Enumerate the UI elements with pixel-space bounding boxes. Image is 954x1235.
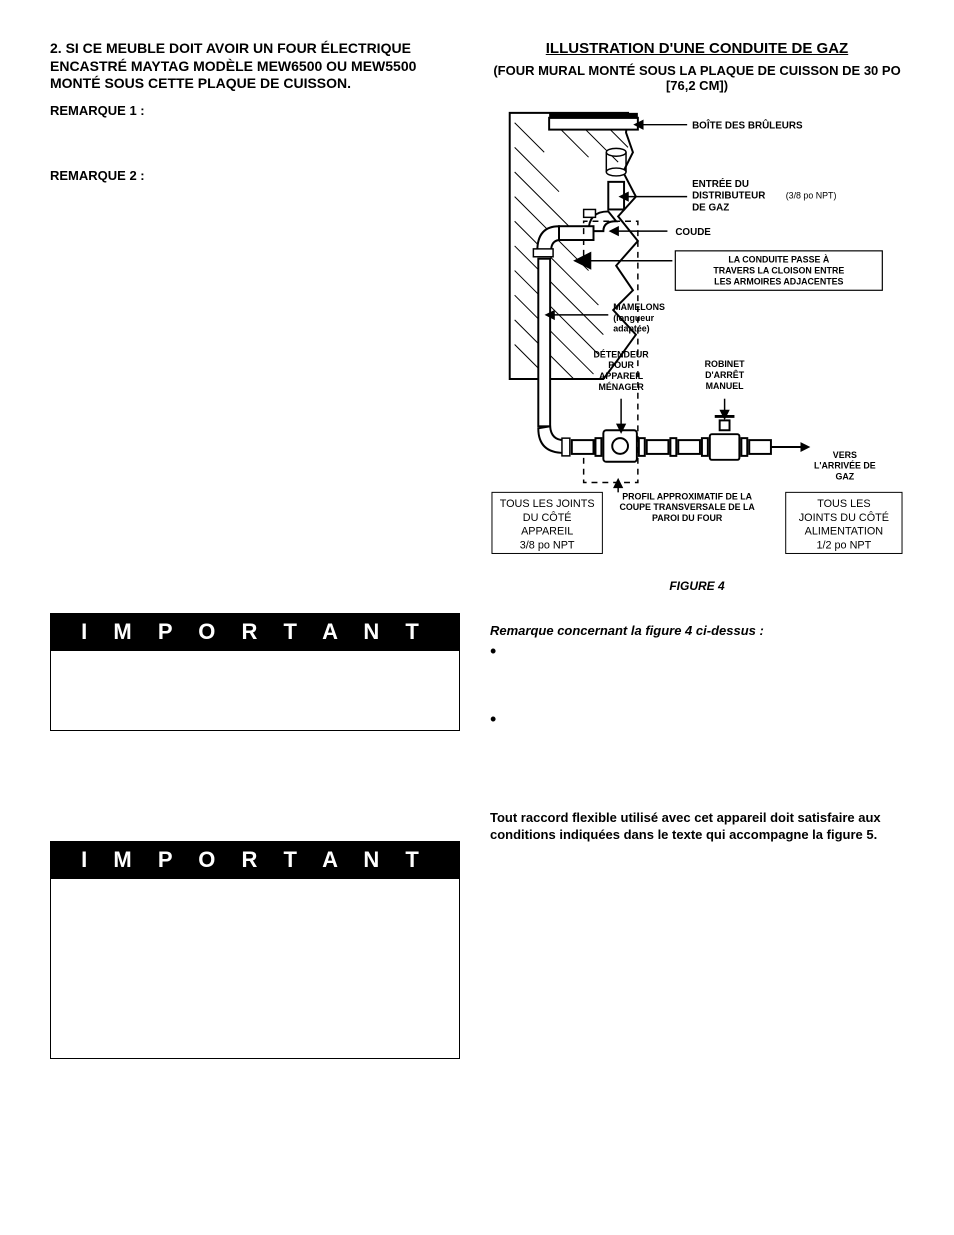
lbl-boxl1: TOUS LES JOINTS: [500, 498, 595, 510]
remarque-2-label: REMARQUE 2 :: [50, 168, 460, 183]
lbl-coude: COUDE: [675, 227, 711, 238]
left-column: 2. SI CE MEUBLE DOIT AVOIR UN FOUR ÉLECT…: [50, 40, 460, 1059]
right-column: ILLUSTRATION D'UNE CONDUITE DE GAZ (FOUR…: [490, 40, 904, 1059]
remarque-1-label: REMARQUE 1 :: [50, 103, 460, 118]
important-body-1: [50, 651, 460, 731]
figure-4-diagram: BOÎTE DES BRÛLEURS ENTRÉE DU DISTRIBUTEU…: [490, 103, 904, 571]
lbl-mamelons3: adaptée): [613, 324, 649, 334]
lbl-profil3: PAROI DU FOUR: [652, 513, 723, 523]
bullet-1: •: [490, 642, 904, 702]
spacer: [50, 233, 460, 553]
important-header-2: I M P O R T A N T: [50, 841, 460, 879]
lbl-detendeur1: DÉTENDEUR: [594, 349, 650, 359]
page: 2. SI CE MEUBLE DOIT AVOIR UN FOUR ÉLECT…: [50, 40, 904, 1059]
lbl-conduite1: LA CONDUITE PASSE À: [728, 255, 830, 265]
lbl-boxr2: JOINTS DU CÔTÉ: [799, 511, 889, 524]
lbl-boxl3: APPAREIL: [521, 526, 573, 538]
figure-4-caption: FIGURE 4: [490, 579, 904, 593]
bullet-dot-icon: •: [490, 642, 496, 660]
lbl-detendeur4: MÉNAGER: [598, 382, 644, 392]
important-box-1: I M P O R T A N T: [50, 613, 460, 731]
important-body-2: [50, 879, 460, 1059]
remarque-figure-4: Remarque concernant la figure 4 ci-dessu…: [490, 623, 904, 638]
lbl-profil2: COUPE TRANSVERSALE DE LA: [619, 502, 755, 512]
lbl-boxl2: DU CÔTÉ: [523, 511, 572, 524]
lbl-entree3: DE GAZ: [692, 202, 729, 213]
lbl-boite: BOÎTE DES BRÛLEURS: [692, 120, 803, 132]
gas-pipe-svg: BOÎTE DES BRÛLEURS ENTRÉE DU DISTRIBUTEU…: [490, 103, 904, 566]
spacer: [50, 731, 460, 841]
lbl-profil1: PROFIL APPROXIMATIF DE LA: [622, 491, 752, 501]
important-header-1: I M P O R T A N T: [50, 613, 460, 651]
lbl-detendeur2: POUR: [608, 360, 634, 370]
lbl-robinet2: D'ARRÊT: [705, 369, 745, 380]
lbl-boxr3: ALIMENTATION: [805, 526, 883, 538]
lbl-robinet1: ROBINET: [705, 359, 745, 369]
lbl-vers2: L'ARRIVÉE DE: [814, 461, 876, 471]
lbl-entree-note: (3/8 po NPT): [786, 191, 837, 201]
lbl-entree1: ENTRÉE DU: [692, 179, 749, 190]
bullet-2: •: [490, 710, 904, 770]
lbl-boxr1: TOUS LES: [817, 498, 870, 510]
lbl-vers1: VERS: [833, 450, 857, 460]
illustration-subtitle: (FOUR MURAL MONTÉ SOUS LA PLAQUE DE CUIS…: [490, 63, 904, 93]
bullet-dot-icon: •: [490, 710, 496, 728]
illustration-title: ILLUSTRATION D'UNE CONDUITE DE GAZ: [490, 40, 904, 57]
lbl-entree2: DISTRIBUTEUR: [692, 191, 765, 202]
lbl-vers3: GAZ: [836, 472, 855, 482]
heading-item-2: 2. SI CE MEUBLE DOIT AVOIR UN FOUR ÉLECT…: [50, 40, 460, 93]
lbl-mamelons2: (longueur: [613, 313, 654, 323]
flexible-connector-note: Tout raccord flexible utilisé avec cet a…: [490, 810, 904, 844]
lbl-boxr4: 1/2 po NPT: [816, 540, 871, 552]
lbl-mamelons1: MAMELONS: [613, 302, 665, 312]
important-box-2: I M P O R T A N T: [50, 841, 460, 1059]
lbl-detendeur3: APPAREIL: [599, 371, 644, 381]
lbl-conduite3: LES ARMOIRES ADJACENTES: [714, 276, 843, 286]
lbl-boxl4: 3/8 po NPT: [520, 540, 575, 552]
lbl-conduite2: TRAVERS LA CLOISON ENTRE: [713, 266, 844, 276]
lbl-robinet3: MANUEL: [706, 381, 744, 391]
